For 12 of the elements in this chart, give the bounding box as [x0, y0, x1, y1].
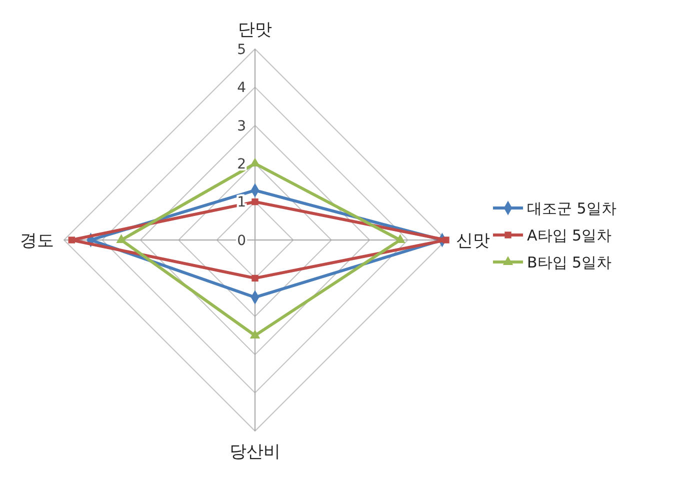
- y-tick-label: 2: [237, 156, 246, 172]
- spoke-label: 신맛: [456, 230, 490, 251]
- y-tick-label: 3: [237, 118, 246, 134]
- legend-label: B타입 5일차: [527, 253, 612, 272]
- y-tick-label: 5: [237, 42, 246, 58]
- spoke-label: 당산비: [230, 442, 280, 462]
- spoke-label: 경도: [20, 230, 54, 251]
- y-tick-label: 0: [237, 232, 246, 249]
- spoke-label: 단맛: [238, 20, 272, 40]
- y-tick-label: 4: [237, 80, 246, 96]
- legend-label: 대조군 5일차: [527, 199, 616, 218]
- legend-label: A타입 5일차: [527, 226, 612, 244]
